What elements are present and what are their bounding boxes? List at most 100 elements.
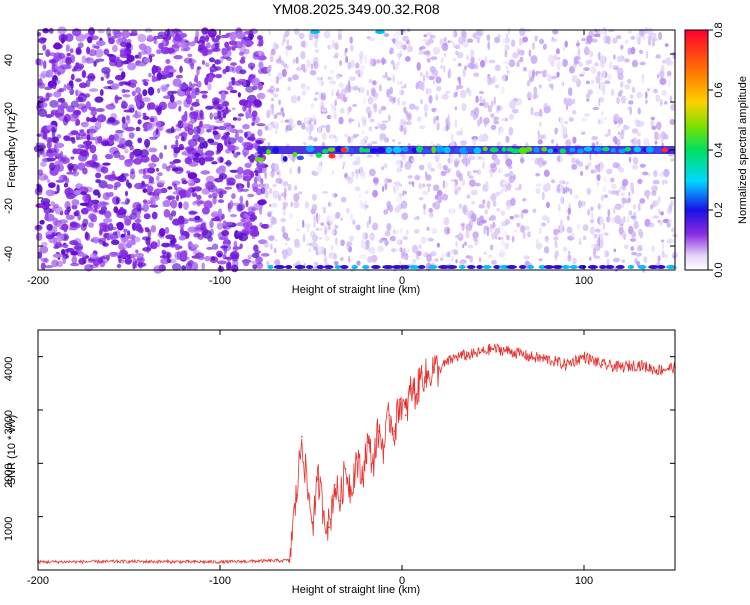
snr-point <box>301 435 303 438</box>
noise-blob <box>86 134 91 141</box>
noise-blob <box>227 144 236 152</box>
noise-blob-light <box>310 63 314 70</box>
noise-blob <box>189 106 194 111</box>
noise-blob-light <box>440 56 444 64</box>
noise-blob <box>65 214 75 220</box>
noise-blob <box>125 139 133 147</box>
noise-blob <box>260 187 266 195</box>
noise-blob <box>42 44 47 51</box>
noise-blob-light <box>585 80 591 85</box>
noise-blob-light <box>271 202 278 208</box>
noise-blob <box>63 135 71 142</box>
noise-blob <box>71 199 80 206</box>
noise-blob-light <box>275 76 279 85</box>
noise-blob-light <box>346 107 351 116</box>
noise-blob-light <box>652 199 659 207</box>
noise-blob <box>147 122 154 131</box>
noise-blob-light <box>320 124 327 129</box>
noise-blob <box>119 49 128 57</box>
noise-blob <box>63 84 67 91</box>
noise-blob <box>147 244 153 250</box>
noise-blob <box>142 188 148 193</box>
noise-blob-light <box>574 194 580 199</box>
noise-blob-light <box>578 200 582 209</box>
noise-blob-light <box>631 86 636 93</box>
carrier-blob <box>601 147 610 152</box>
noise-blob-light <box>542 70 547 78</box>
noise-blob <box>94 45 100 49</box>
noise-blob <box>181 265 187 271</box>
noise-blob <box>70 262 80 267</box>
noise-blob <box>84 160 95 168</box>
noise-blob <box>40 102 48 108</box>
noise-blob-light <box>582 71 585 75</box>
noise-blob-light <box>420 82 425 91</box>
noise-blob <box>113 30 123 38</box>
noise-blob <box>209 219 214 229</box>
noise-blob-light <box>613 113 620 122</box>
noise-blob <box>179 189 188 198</box>
noise-blob <box>247 193 255 198</box>
noise-blob-light <box>653 88 658 94</box>
noise-blob <box>219 56 224 64</box>
noise-blob-light <box>486 34 491 42</box>
noise-blob-light <box>520 158 525 163</box>
colorbar-tick-label: 0.2 <box>713 202 725 217</box>
noise-blob <box>42 132 48 140</box>
noise-blob-light <box>496 208 501 212</box>
noise-blob-light <box>346 241 353 247</box>
noise-blob-light <box>606 258 610 267</box>
noise-blob-light <box>510 197 516 206</box>
noise-blob <box>53 91 62 98</box>
noise-blob-light <box>403 126 407 136</box>
noise-blob <box>135 87 142 94</box>
noise-blob <box>69 88 75 96</box>
snr-xtick-label: 100 <box>575 575 593 587</box>
noise-blob-light <box>564 40 568 48</box>
noise-blob <box>129 83 137 88</box>
noise-blob-light <box>280 120 284 124</box>
noise-blob <box>229 31 237 41</box>
carrier-blob <box>501 147 507 152</box>
noise-blob-light <box>585 93 591 99</box>
noise-blob-light <box>340 239 345 247</box>
noise-blob-light <box>469 49 475 58</box>
noise-blob <box>85 101 91 109</box>
noise-blob-light <box>645 50 649 59</box>
noise-blob-light <box>519 56 524 62</box>
noise-blob <box>256 92 266 100</box>
noise-blob-light <box>312 137 318 142</box>
noise-blob <box>191 192 198 197</box>
colorbar-label: Normalized spectral amplitude <box>737 76 749 224</box>
noise-blob <box>94 120 102 130</box>
noise-blob <box>52 43 63 50</box>
noise-blob-light <box>291 124 296 129</box>
noise-blob-light <box>369 246 376 255</box>
noise-blob <box>239 69 247 75</box>
noise-blob <box>124 218 132 226</box>
noise-blob <box>38 37 47 44</box>
noise-blob <box>113 231 118 236</box>
noise-blob-light <box>427 237 435 242</box>
noise-blob-light <box>469 179 476 187</box>
noise-blob-light <box>548 105 551 113</box>
noise-blob <box>124 198 130 205</box>
noise-blob-light <box>404 83 407 89</box>
noise-blob <box>70 156 75 160</box>
noise-blob <box>35 232 43 241</box>
noise-blob <box>175 124 179 128</box>
noise-blob-light <box>669 95 673 103</box>
noise-blob <box>236 32 241 39</box>
noise-blob <box>218 173 228 180</box>
snr-point <box>492 347 494 350</box>
noise-blob-light <box>354 186 361 192</box>
noise-blob-light <box>628 191 631 197</box>
edge-blob-bottom <box>543 265 554 269</box>
noise-blob-light <box>406 112 412 121</box>
carrier-blob <box>305 145 315 153</box>
noise-blob-light <box>368 215 371 225</box>
noise-blob-light <box>607 74 612 81</box>
noise-blob-light <box>507 27 511 35</box>
noise-blob-light <box>313 221 316 228</box>
noise-blob-light <box>576 223 581 230</box>
